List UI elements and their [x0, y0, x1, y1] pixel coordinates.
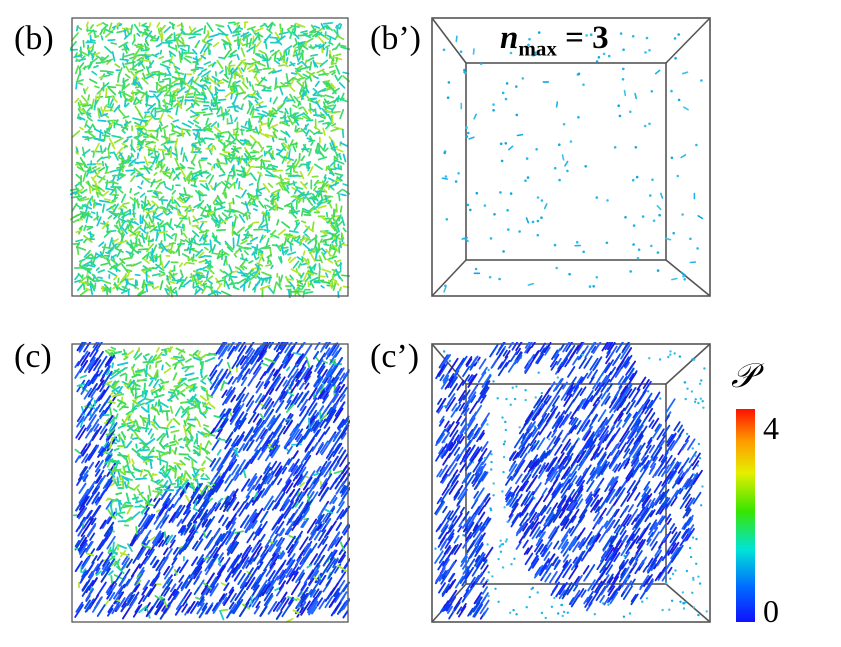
- panel-label-b-prime: (b’): [370, 20, 421, 57]
- n-symbol: n: [500, 20, 519, 56]
- panel-label-c-prime: (c’): [370, 338, 420, 375]
- n-max-value: = 3: [565, 20, 609, 56]
- panel-label-c: (c): [14, 338, 52, 375]
- panel-c-prime-cluster-view: [431, 342, 711, 623]
- n-subscript: max: [518, 36, 557, 61]
- colorbar-title: 𝒫: [731, 358, 756, 395]
- panel-b-prime-cluster-view: [431, 17, 711, 297]
- panel-label-b: (b): [14, 20, 54, 57]
- n-max-annotation: nmax = 3: [500, 22, 609, 60]
- colorbar-min-label: 0: [763, 593, 779, 629]
- colorbar-max-label: 4: [763, 410, 779, 446]
- panel-b-bond-network: [70, 17, 350, 298]
- panel-c-bond-network: [71, 342, 350, 623]
- colorbar-gradient: [736, 409, 755, 622]
